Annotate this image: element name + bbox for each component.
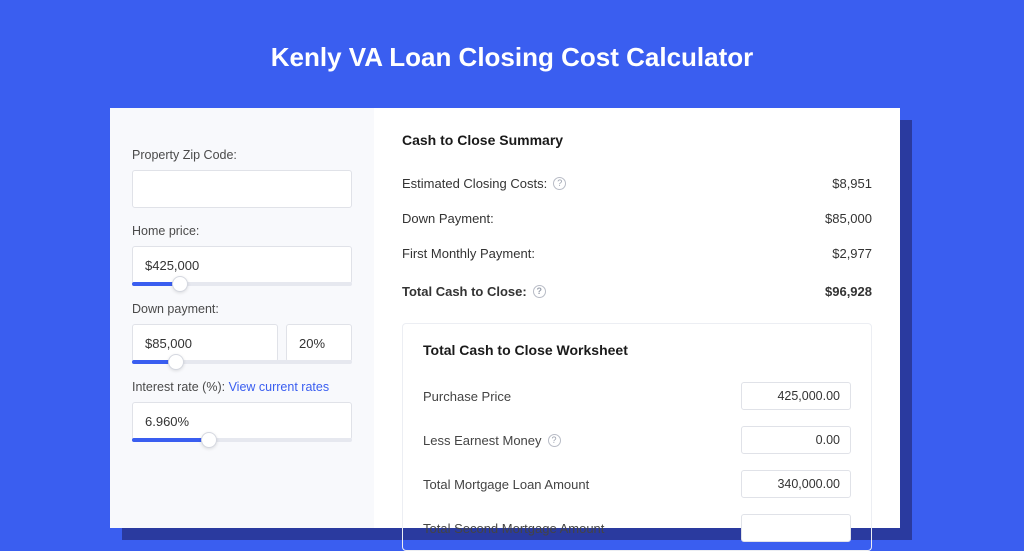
- summary-row-value: $85,000: [825, 211, 872, 226]
- help-icon[interactable]: ?: [533, 285, 546, 298]
- worksheet-row-label: Total Second Mortgage Amount: [423, 521, 604, 536]
- summary-total-label: Total Cash to Close:: [402, 284, 527, 299]
- view-rates-link[interactable]: View current rates: [229, 380, 330, 394]
- zip-label: Property Zip Code:: [132, 148, 352, 162]
- summary-row-label: Estimated Closing Costs:: [402, 176, 547, 191]
- home-price-slider-thumb[interactable]: [172, 276, 188, 292]
- summary-row-value: $2,977: [832, 246, 872, 261]
- down-payment-slider[interactable]: [132, 360, 352, 364]
- worksheet-row: Total Second Mortgage Amount: [423, 506, 851, 550]
- worksheet-row: Less Earnest Money ?: [423, 418, 851, 462]
- down-payment-pct-input[interactable]: [286, 324, 352, 362]
- interest-rate-slider-fill: [132, 438, 209, 442]
- worksheet-row-input[interactable]: [741, 382, 851, 410]
- summary-total-value: $96,928: [825, 284, 872, 299]
- summary-row: Estimated Closing Costs: ? $8,951: [402, 166, 872, 201]
- interest-rate-label-text: Interest rate (%):: [132, 380, 229, 394]
- interest-rate-field-group: Interest rate (%): View current rates: [132, 380, 352, 442]
- worksheet-row: Purchase Price: [423, 374, 851, 418]
- summary-row: Down Payment: $85,000: [402, 201, 872, 236]
- worksheet-row-label: Purchase Price: [423, 389, 511, 404]
- worksheet-panel: Total Cash to Close Worksheet Purchase P…: [402, 323, 872, 551]
- summary-row-value: $8,951: [832, 176, 872, 191]
- calculator-card: Property Zip Code: Home price: Down paym…: [110, 108, 900, 528]
- down-payment-label: Down payment:: [132, 302, 352, 316]
- worksheet-row-label: Total Mortgage Loan Amount: [423, 477, 589, 492]
- zip-input[interactable]: [132, 170, 352, 208]
- summary-row-label: Down Payment:: [402, 211, 494, 226]
- summary-total-row: Total Cash to Close: ? $96,928: [402, 273, 872, 309]
- down-payment-slider-thumb[interactable]: [168, 354, 184, 370]
- down-payment-field-group: Down payment:: [132, 302, 352, 364]
- page-title: Kenly VA Loan Closing Cost Calculator: [0, 0, 1024, 101]
- interest-rate-slider[interactable]: [132, 438, 352, 442]
- summary-row-label: First Monthly Payment:: [402, 246, 535, 261]
- home-price-label: Home price:: [132, 224, 352, 238]
- worksheet-row-input[interactable]: [741, 426, 851, 454]
- worksheet-title: Total Cash to Close Worksheet: [423, 342, 851, 358]
- zip-field-group: Property Zip Code:: [132, 148, 352, 208]
- worksheet-row-input[interactable]: [741, 470, 851, 498]
- worksheet-row: Total Mortgage Loan Amount: [423, 462, 851, 506]
- home-price-slider[interactable]: [132, 282, 352, 286]
- home-price-field-group: Home price:: [132, 224, 352, 286]
- summary-row: First Monthly Payment: $2,977: [402, 236, 872, 271]
- home-price-input[interactable]: [132, 246, 352, 284]
- down-payment-input[interactable]: [132, 324, 278, 362]
- worksheet-row-label: Less Earnest Money: [423, 433, 542, 448]
- help-icon[interactable]: ?: [548, 434, 561, 447]
- interest-rate-label: Interest rate (%): View current rates: [132, 380, 352, 394]
- interest-rate-input[interactable]: [132, 402, 352, 440]
- results-panel: Cash to Close Summary Estimated Closing …: [374, 108, 900, 528]
- help-icon[interactable]: ?: [553, 177, 566, 190]
- inputs-panel: Property Zip Code: Home price: Down paym…: [110, 108, 374, 528]
- interest-rate-slider-thumb[interactable]: [201, 432, 217, 448]
- worksheet-row-input[interactable]: [741, 514, 851, 542]
- summary-title: Cash to Close Summary: [402, 132, 872, 148]
